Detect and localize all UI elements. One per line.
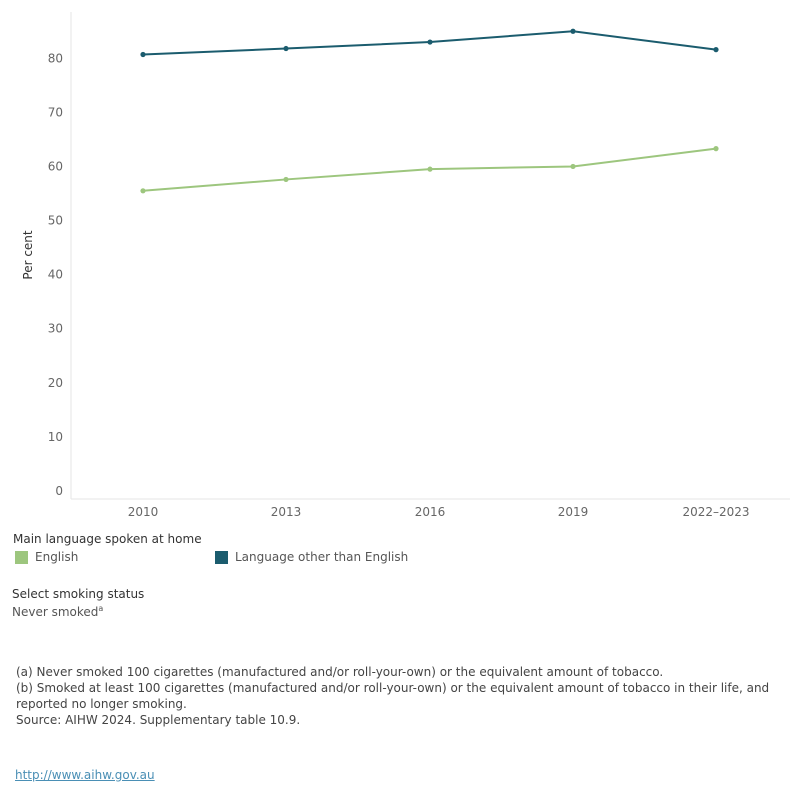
y-axis-ticks: 0 10 20 30 40 50 60 70 80: [48, 51, 63, 498]
legend-label-other-language: Language other than English: [235, 550, 409, 564]
smoking-status-select[interactable]: Never smokeda: [12, 604, 144, 619]
x-tick-label: 2016: [415, 505, 446, 519]
footnote-b: (b) Smoked at least 100 cigarettes (manu…: [16, 681, 770, 711]
legend-title: Main language spoken at home: [13, 532, 202, 546]
series-layer: [140, 28, 719, 194]
x-tick-label: 2022–2023: [682, 505, 749, 519]
legend-swatch-english: [15, 550, 28, 564]
data-point[interactable]: [427, 39, 433, 45]
y-tick-label: 70: [48, 105, 63, 119]
y-tick-label: 60: [48, 159, 63, 173]
data-point[interactable]: [570, 28, 576, 34]
legend-item-other-language[interactable]: Language other than English: [215, 550, 408, 564]
x-axis-ticks: 2010 2013 2016 2019 2022–2023: [128, 505, 750, 519]
y-tick-label: 10: [48, 430, 63, 444]
filter-value: Never smoked: [12, 605, 99, 619]
y-axis-title: Per cent: [21, 230, 35, 280]
data-point[interactable]: [283, 45, 289, 52]
y-tick-label: 30: [48, 322, 63, 336]
y-tick-label: 0: [55, 484, 63, 498]
filter-value-footnote: a: [98, 604, 104, 613]
data-point[interactable]: [713, 146, 719, 152]
data-point[interactable]: [427, 166, 433, 172]
legend-swatch-other-language: [215, 550, 228, 564]
data-point[interactable]: [570, 163, 576, 170]
footnote-a: (a) Never smoked 100 cigarettes (manufac…: [16, 665, 664, 679]
data-point[interactable]: [283, 176, 289, 183]
data-point[interactable]: [713, 47, 719, 53]
source-note: Source: AIHW 2024. Supplementary table 1…: [16, 713, 301, 727]
y-tick-label: 50: [48, 214, 63, 228]
filter-label: Select smoking status: [12, 587, 145, 601]
smoking-status-filter: Select smoking status Never smokeda: [12, 587, 144, 619]
y-tick-label: 20: [48, 376, 63, 390]
legend: Main language spoken at home English Lan…: [13, 532, 773, 568]
x-tick-label: 2013: [271, 505, 302, 519]
x-tick-label: 2010: [128, 505, 159, 519]
legend-label-english: English: [35, 550, 79, 564]
y-tick-label: 40: [48, 268, 63, 282]
footnotes: (a) Never smoked 100 cigarettes (manufac…: [16, 664, 786, 728]
y-tick-label: 80: [48, 51, 63, 65]
data-point[interactable]: [140, 51, 146, 58]
x-tick-label: 2019: [558, 505, 589, 519]
legend-item-english[interactable]: English: [15, 550, 78, 564]
data-point[interactable]: [140, 188, 146, 194]
line-chart: 0 10 20 30 40 50 60 70 80 2010 2013 2016 2019 2022–2…: [21, 12, 790, 519]
aihw-link[interactable]: http://www.aihw.gov.au: [15, 768, 155, 782]
